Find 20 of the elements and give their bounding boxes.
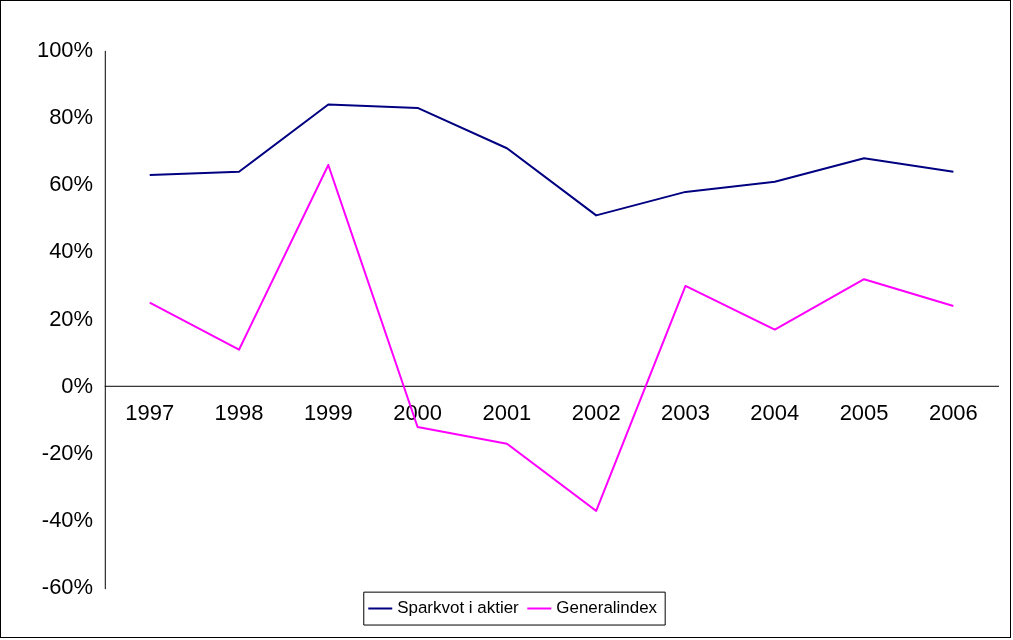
- x-tick-label: 2006: [928, 399, 978, 425]
- y-tick-label: 20%: [49, 305, 94, 331]
- y-tick-label: -60%: [41, 574, 94, 600]
- x-tick-label: 1997: [125, 399, 175, 425]
- x-tick-label: 2001: [482, 399, 532, 425]
- y-tick-label: 80%: [49, 104, 94, 130]
- legend-label: Generalindex: [556, 598, 658, 618]
- x-tick-label: 2004: [750, 399, 800, 425]
- y-tick-label: -40%: [41, 507, 94, 533]
- y-tick-label: 100%: [36, 36, 94, 62]
- y-tick-label: 0%: [61, 372, 94, 398]
- y-tick-label: 60%: [49, 171, 94, 197]
- y-tick-label: 40%: [49, 238, 94, 264]
- x-tick-label: 1998: [214, 399, 264, 425]
- x-tick-label: 2002: [571, 399, 621, 425]
- x-tick-label: 2003: [661, 399, 710, 425]
- x-tick-label: 1999: [303, 399, 353, 425]
- x-tick-label: 2005: [839, 399, 889, 425]
- y-tick-label: -20%: [41, 439, 94, 465]
- legend-label: Sparkvot i aktier: [397, 598, 520, 618]
